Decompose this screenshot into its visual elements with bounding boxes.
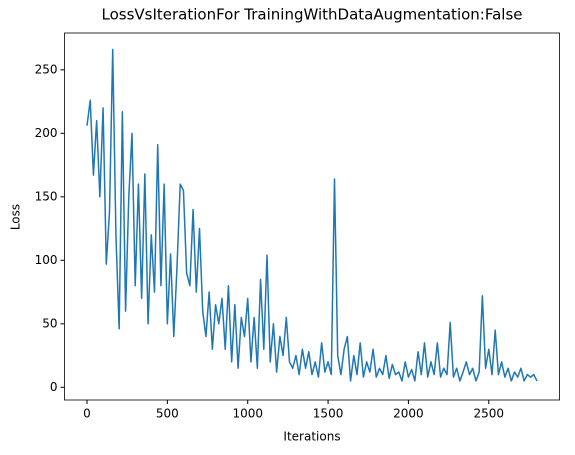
y-tick-label: 200: [35, 126, 58, 140]
x-tick-label: 500: [156, 407, 179, 421]
x-axis-label: Iterations: [283, 430, 340, 444]
chart-title: LossVsIterationFor TrainingWithDataAugme…: [101, 6, 522, 24]
y-axis-label: Loss: [9, 204, 23, 230]
x-tick-label: 0: [83, 407, 91, 421]
x-tick-label: 2500: [474, 407, 505, 421]
x-tick-label: 2000: [393, 407, 424, 421]
x-tick-label: 1500: [313, 407, 344, 421]
y-tick-label: 0: [50, 380, 58, 394]
y-tick-label: 150: [35, 189, 58, 203]
y-tick-label: 250: [35, 62, 58, 76]
line: [86, 48, 538, 382]
plot-frame: [64, 32, 560, 401]
y-tick-label: 100: [35, 253, 58, 267]
x-tick-label: 1000: [232, 407, 263, 421]
y-tick-label: 50: [42, 316, 57, 330]
